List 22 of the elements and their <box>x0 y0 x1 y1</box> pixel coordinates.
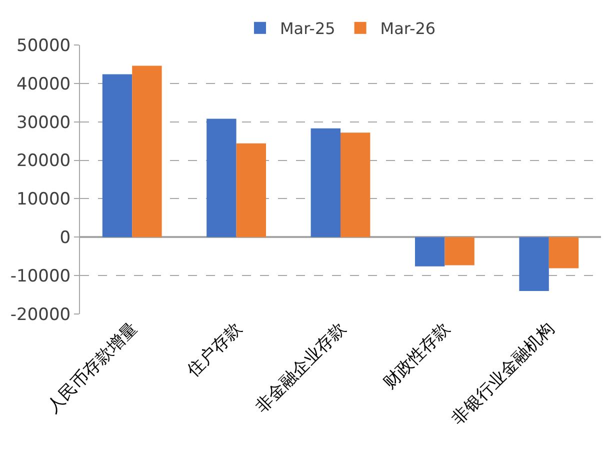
bar <box>340 132 370 238</box>
bar <box>548 237 579 268</box>
y-tick-label: 40000 <box>16 74 71 94</box>
legend-label: Mar-25 <box>280 19 336 38</box>
y-tick-label: 20000 <box>16 151 71 172</box>
bar <box>415 237 445 266</box>
x-tick-label: 非金融企业存款 <box>252 318 350 418</box>
y-tick-label: -20000 <box>10 304 71 325</box>
y-tick-label: 0 <box>60 228 71 248</box>
y-tick-label: 10000 <box>16 190 71 210</box>
bar <box>519 237 549 291</box>
bar <box>132 66 162 238</box>
y-tick-label: 30000 <box>16 112 71 133</box>
y-tick-label: -10000 <box>10 266 71 287</box>
x-tick-label: 住户存款 <box>182 318 246 382</box>
bar <box>310 128 340 238</box>
y-tick-label: 50000 <box>16 36 71 56</box>
bar <box>206 118 236 238</box>
bar <box>444 237 474 266</box>
legend-label: Mar-26 <box>380 19 436 38</box>
bar <box>102 74 132 238</box>
bar <box>236 143 266 238</box>
